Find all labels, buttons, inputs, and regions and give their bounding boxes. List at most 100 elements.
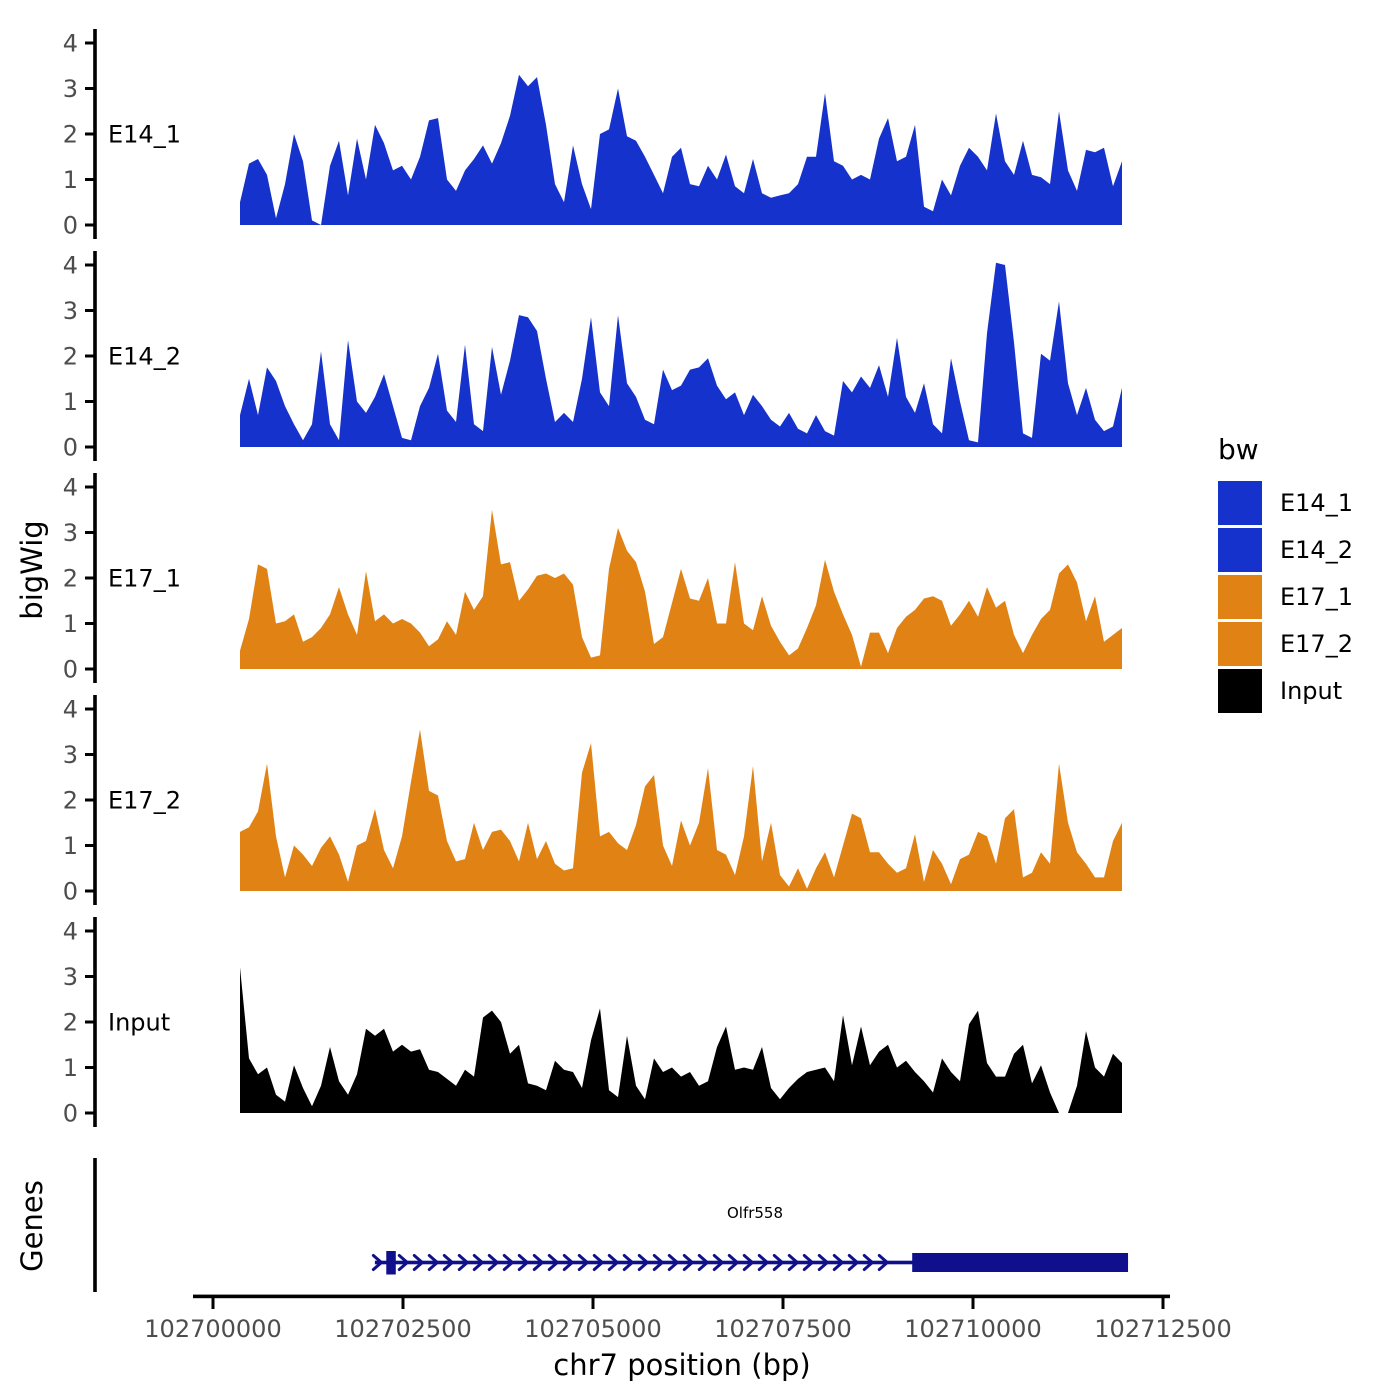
y-tick-label: 4 bbox=[63, 474, 78, 502]
y-tick bbox=[85, 622, 95, 625]
gene-direction-arrow bbox=[682, 1254, 694, 1271]
gene-direction-arrow bbox=[667, 1254, 679, 1271]
x-tick-label: 102710000 bbox=[904, 1315, 1041, 1343]
y-tick-label: 0 bbox=[63, 212, 78, 240]
y-tick-label: 2 bbox=[63, 565, 78, 593]
legend-entry-E17_1: E17_1 bbox=[1218, 573, 1353, 620]
genes-panel bbox=[93, 1158, 1129, 1292]
y-tick-label: 3 bbox=[63, 963, 78, 991]
genes-axis-line bbox=[93, 1158, 97, 1292]
coverage-track-panel-E17_1: 0 1 2 3 4 E17_1 bbox=[63, 473, 1122, 684]
y-tick bbox=[85, 223, 95, 227]
y-tick bbox=[85, 1111, 95, 1115]
y-tick bbox=[85, 576, 95, 580]
legend-title: bw bbox=[1218, 433, 1259, 466]
y-tick-label: 2 bbox=[63, 1009, 78, 1037]
y-tick-label: 0 bbox=[63, 1100, 78, 1128]
y-tick bbox=[85, 445, 95, 449]
x-tick bbox=[401, 1298, 405, 1309]
gene-direction-arrow bbox=[817, 1254, 829, 1271]
gene-exon-large bbox=[912, 1253, 1129, 1272]
y-tick bbox=[85, 667, 95, 671]
y-tick-label: 2 bbox=[63, 787, 78, 815]
legend-key-swatch bbox=[1218, 621, 1262, 666]
y-tick-label: 3 bbox=[63, 519, 78, 547]
area-series-E14_1 bbox=[240, 74, 1122, 225]
y-axis-title: bigWig bbox=[15, 520, 49, 620]
gene-direction-arrow bbox=[697, 1254, 709, 1271]
legend-entry-Input: Input bbox=[1218, 667, 1353, 714]
gene-direction-arrow bbox=[637, 1254, 649, 1271]
coverage-track-panel-E14_2: 0 1 2 3 4 E14_2 bbox=[63, 251, 1122, 462]
legend-label: Input bbox=[1280, 676, 1343, 705]
gene-direction-arrow bbox=[547, 1254, 559, 1271]
y-tick bbox=[85, 707, 95, 711]
gene-direction-arrow bbox=[487, 1254, 499, 1271]
coverage-track-panel-E17_2: 0 1 2 3 4 E17_2 bbox=[63, 695, 1122, 906]
gene-direction-arrow bbox=[727, 1254, 739, 1271]
legend-label: E14_1 bbox=[1280, 488, 1353, 517]
gene-direction-arrow bbox=[517, 1254, 529, 1271]
y-tick bbox=[85, 531, 95, 534]
y-tick bbox=[85, 929, 95, 933]
legend-label: E14_2 bbox=[1280, 535, 1353, 564]
area-series-Input bbox=[240, 967, 1122, 1113]
area-series-E17_2 bbox=[240, 729, 1122, 891]
x-tick bbox=[1161, 1298, 1165, 1309]
y-tick-label: 3 bbox=[63, 75, 78, 103]
x-tick-label: 102707500 bbox=[714, 1315, 851, 1343]
legend-key-swatch bbox=[1218, 480, 1262, 525]
y-tick-label: 3 bbox=[63, 297, 78, 325]
legend-key-swatch bbox=[1218, 668, 1262, 713]
y-tick bbox=[85, 41, 95, 45]
coverage-track-panel-E14_1: 0 1 2 3 4 E14_1 bbox=[63, 29, 1122, 240]
x-tick-label: 102712500 bbox=[1094, 1315, 1231, 1343]
x-tick-label: 102700000 bbox=[144, 1315, 281, 1343]
gene-direction-arrow bbox=[427, 1254, 439, 1271]
track-facet-label: E14_2 bbox=[108, 343, 181, 371]
gene-direction-arrow bbox=[577, 1254, 589, 1271]
area-series-E14_2 bbox=[240, 262, 1122, 447]
legend-label: E17_1 bbox=[1280, 582, 1353, 611]
x-axis-title: chr7 position (bp) bbox=[553, 1348, 811, 1382]
gene-direction-arrow bbox=[712, 1254, 724, 1271]
gene-direction-arrow bbox=[412, 1254, 424, 1271]
y-tick bbox=[85, 975, 95, 978]
gene-direction-arrow bbox=[847, 1254, 859, 1271]
y-tick bbox=[85, 753, 95, 756]
y-tick bbox=[85, 844, 95, 847]
coverage-track-panel-Input: 0 1 2 3 4 Input bbox=[63, 917, 1122, 1128]
gene-direction-arrow bbox=[442, 1254, 454, 1271]
gene-direction-arrow bbox=[562, 1254, 574, 1271]
track-facet-label: E17_1 bbox=[108, 565, 181, 593]
y-tick bbox=[85, 263, 95, 267]
gene-direction-arrow bbox=[607, 1254, 619, 1271]
y-tick bbox=[85, 400, 95, 403]
legend-key-swatch bbox=[1218, 574, 1262, 619]
x-tick-label: 102702500 bbox=[334, 1315, 471, 1343]
track-facet-label: E17_2 bbox=[108, 787, 181, 815]
legend-entry-E14_1: E14_1 bbox=[1218, 479, 1353, 526]
x-tick-label: 102705000 bbox=[524, 1315, 661, 1343]
track-facet-label: E14_1 bbox=[108, 121, 181, 149]
y-tick-label: 1 bbox=[63, 1054, 78, 1082]
y-tick bbox=[85, 354, 95, 358]
gene-direction-arrow bbox=[802, 1254, 814, 1271]
gene-direction-arrow bbox=[457, 1254, 469, 1271]
legend-label: E17_2 bbox=[1280, 629, 1353, 658]
gene-direction-arrow bbox=[472, 1254, 484, 1271]
area-series-E17_1 bbox=[240, 509, 1122, 669]
gene-direction-arrow bbox=[652, 1254, 664, 1271]
genes-axis-title: Genes bbox=[15, 1180, 49, 1272]
gene-direction-arrow bbox=[742, 1254, 754, 1271]
y-tick bbox=[85, 1020, 95, 1024]
y-tick-label: 0 bbox=[63, 878, 78, 906]
gene-direction-arrow bbox=[832, 1254, 844, 1271]
y-tick-label: 4 bbox=[63, 30, 78, 58]
y-tick bbox=[85, 1066, 95, 1069]
gene-name-label: Olfr558 bbox=[726, 1204, 784, 1222]
gene-exon-small bbox=[386, 1251, 396, 1275]
x-tick bbox=[781, 1298, 785, 1309]
